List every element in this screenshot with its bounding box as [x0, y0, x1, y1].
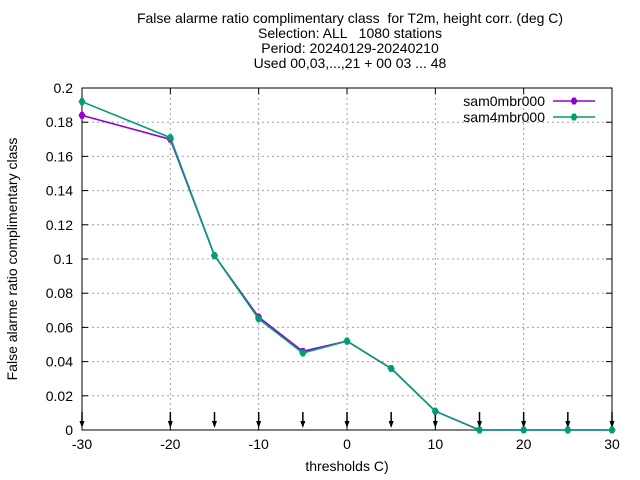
- threshold-arrow-head: [432, 421, 438, 428]
- data-point-sam4mbr000: [78, 98, 86, 106]
- data-point-sam4mbr000: [211, 252, 218, 260]
- data-series: [78, 98, 616, 434]
- threshold-arrow-head: [344, 421, 350, 428]
- title-line-4: Used 00,03,...,21 + 00 03 ... 48: [253, 55, 447, 71]
- data-point-sam4mbr000: [476, 426, 483, 434]
- legend-label-sam4mbr000: sam4mbr000: [463, 109, 545, 125]
- data-point-sam4mbr000: [608, 426, 616, 434]
- y-tick-label: 0: [65, 422, 73, 438]
- x-tick-label: 30: [604, 436, 620, 452]
- y-tick-label: 0.08: [46, 285, 73, 301]
- legend-label-sam0mbr000: sam0mbr000: [463, 93, 545, 109]
- threshold-arrow-head: [256, 421, 262, 428]
- threshold-arrow-head: [521, 421, 527, 428]
- y-axis-label: False alarme ratio complimentary class: [4, 138, 20, 381]
- title-line-1: False alarme ratio complimentary class f…: [136, 10, 564, 26]
- grid-lines: [82, 88, 612, 430]
- data-point-sam4mbr000: [343, 337, 351, 345]
- data-point-sam4mbr000: [255, 315, 263, 323]
- threshold-arrow-head: [477, 421, 482, 428]
- data-point-sam4mbr000: [387, 364, 395, 372]
- data-point-sam4mbr000: [166, 134, 174, 142]
- threshold-markers: [79, 412, 615, 428]
- data-point-sam4mbr000: [299, 349, 307, 357]
- x-axis-label: thresholds C): [305, 458, 388, 474]
- legend-marker-sam0mbr000: [570, 97, 578, 105]
- y-tick-label: 0.18: [46, 114, 73, 130]
- y-axis-ticks: 0 0.02 0.04 0.06 0.08 0.1 0.12 0.14 0.16 0.18 0.2: [46, 80, 612, 438]
- data-point-sam4mbr000: [431, 407, 439, 415]
- x-axis-ticks: -30 -20 -10 0 10 20 30: [72, 88, 620, 452]
- threshold-arrow-head: [609, 421, 615, 428]
- y-tick-label: 0.04: [46, 354, 73, 370]
- y-tick-label: 0.14: [46, 183, 73, 199]
- x-tick-label: -20: [160, 436, 180, 452]
- y-tick-label: 0.12: [46, 217, 73, 233]
- x-tick-label: 0: [343, 436, 351, 452]
- y-tick-label: 0.02: [46, 388, 73, 404]
- threshold-arrow-head: [300, 421, 306, 428]
- y-tick-label: 0.2: [54, 80, 74, 96]
- legend-marker-sam4mbr000: [570, 113, 578, 121]
- y-tick-label: 0.16: [46, 148, 73, 164]
- y-tick-label: 0.06: [46, 319, 73, 335]
- threshold-arrow-head: [388, 421, 394, 428]
- threshold-arrow-head: [565, 421, 571, 428]
- threshold-arrow-head: [167, 421, 173, 428]
- x-tick-label: 20: [516, 436, 532, 452]
- data-point-sam4mbr000: [564, 426, 572, 434]
- series-line-sam4mbr000: [81, 100, 612, 431]
- x-tick-label: 10: [428, 436, 444, 452]
- threshold-arrow-head: [79, 421, 85, 428]
- title-line-2: Selection: ALL 1080 stations: [258, 25, 442, 41]
- threshold-arrow-head: [212, 421, 217, 428]
- data-point-sam4mbr000: [520, 426, 528, 434]
- title-line-3: Period: 20240129-20240210: [261, 40, 439, 56]
- series-line-sam0mbr000: [81, 114, 612, 431]
- x-tick-label: -30: [72, 436, 92, 452]
- x-tick-label: -10: [249, 436, 269, 452]
- y-tick-label: 0.1: [54, 251, 74, 267]
- data-point-sam0mbr000: [78, 111, 86, 119]
